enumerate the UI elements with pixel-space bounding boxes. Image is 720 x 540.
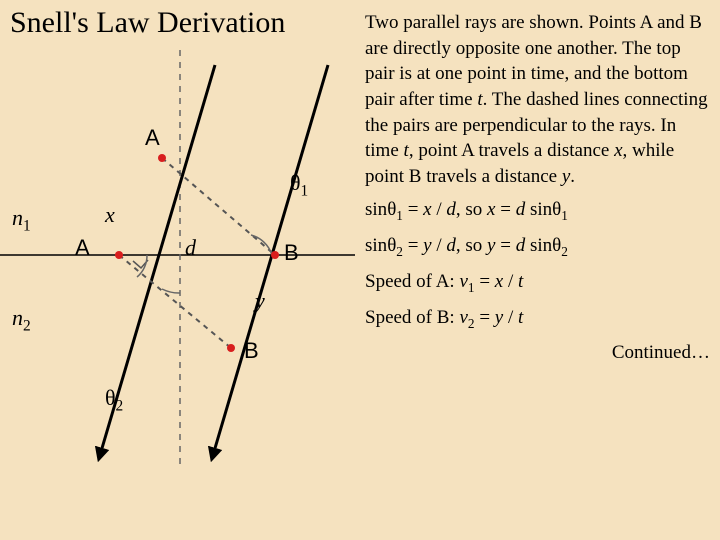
equation-speed-A: Speed of A: v1 = x / t <box>365 269 710 297</box>
snell-diagram: n1 n2 A A B B x y d θ1 θ2 <box>0 50 355 470</box>
label-x: x <box>105 202 115 228</box>
label-d: d <box>185 235 196 261</box>
label-B-bottom: B <box>244 338 259 364</box>
equation-sin-theta1: sinθ1 = x / d, so x = d sinθ1 <box>365 197 710 225</box>
n1-label: n1 <box>12 205 31 235</box>
label-y: y <box>255 288 265 314</box>
n2-label: n2 <box>12 305 31 335</box>
label-theta1: θ1 <box>290 170 308 200</box>
equation-speed-B: Speed of B: v2 = y / t <box>365 305 710 333</box>
diagram-svg <box>0 50 355 470</box>
continued-text: Continued… <box>365 340 710 366</box>
equation-sin-theta2: sinθ2 = y / d, so y = d sinθ2 <box>365 233 710 261</box>
label-theta2: θ2 <box>105 385 123 415</box>
explanation-panel: Two parallel rays are shown. Points A an… <box>365 10 710 366</box>
label-A-top: A <box>145 125 160 151</box>
explanation-paragraph: Two parallel rays are shown. Points A an… <box>365 10 710 189</box>
label-B-top: B <box>284 240 299 266</box>
page-title: Snell's Law Derivation <box>10 6 285 40</box>
label-A-bottom: A <box>75 235 90 261</box>
